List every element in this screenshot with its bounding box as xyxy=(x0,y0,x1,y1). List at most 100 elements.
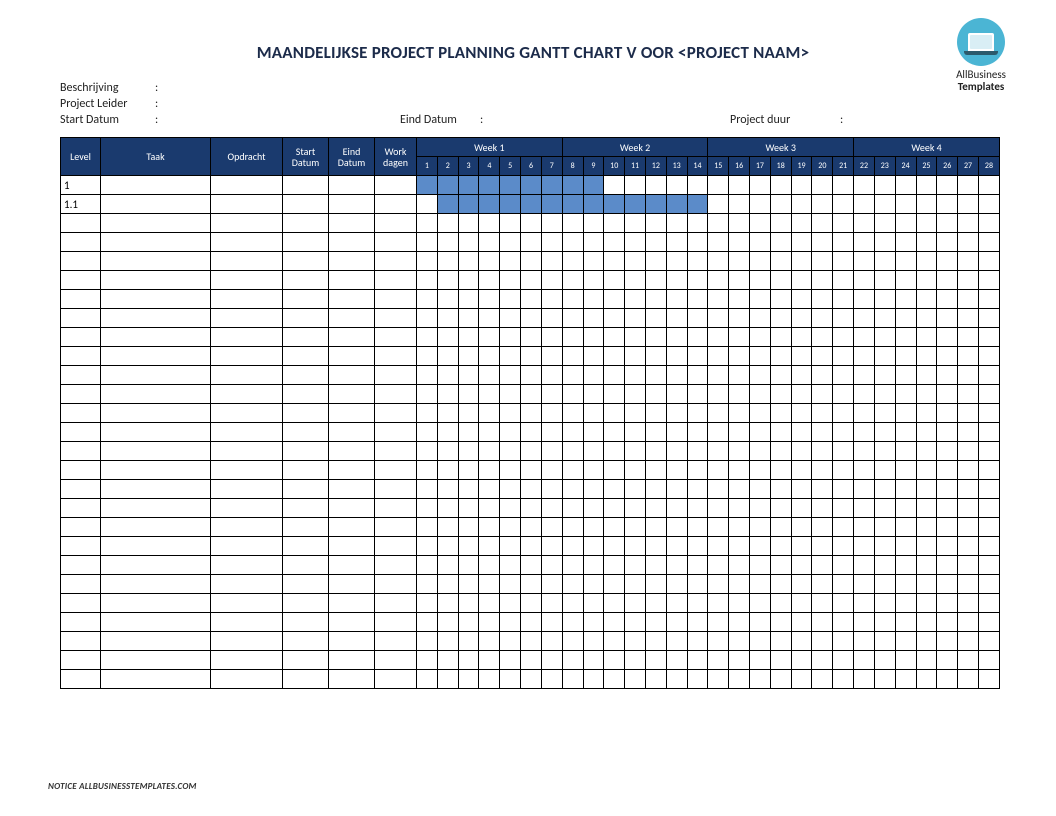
cell-day xyxy=(521,271,542,290)
cell-info xyxy=(101,442,211,461)
cell-day xyxy=(521,214,542,233)
cell-level xyxy=(61,214,101,233)
cell-info xyxy=(101,594,211,613)
cell-day xyxy=(541,328,562,347)
cell-day xyxy=(583,271,604,290)
cell-day xyxy=(833,347,854,366)
cell-info xyxy=(101,651,211,670)
cell-level xyxy=(61,651,101,670)
cell-day xyxy=(604,195,625,214)
cell-info xyxy=(101,347,211,366)
cell-day xyxy=(437,290,458,309)
cell-level: 1 xyxy=(61,176,101,195)
cell-day xyxy=(583,347,604,366)
cell-day xyxy=(874,385,895,404)
cell-day xyxy=(645,423,666,442)
cell-day xyxy=(500,385,521,404)
cell-day xyxy=(770,290,791,309)
table-row xyxy=(61,632,1000,651)
cell-day xyxy=(770,328,791,347)
cell-day xyxy=(521,499,542,518)
cell-day xyxy=(687,233,708,252)
cell-day xyxy=(583,404,604,423)
cell-day xyxy=(479,233,500,252)
cell-day xyxy=(500,442,521,461)
cell-day xyxy=(625,271,646,290)
cell-day xyxy=(437,195,458,214)
cell-info xyxy=(329,632,375,651)
cell-day xyxy=(604,594,625,613)
col-day: 18 xyxy=(770,157,791,176)
cell-day xyxy=(687,537,708,556)
table-row xyxy=(61,499,1000,518)
cell-day xyxy=(604,404,625,423)
cell-info xyxy=(101,537,211,556)
cell-day xyxy=(541,480,562,499)
cell-day xyxy=(791,575,812,594)
cell-day xyxy=(500,214,521,233)
cell-day xyxy=(708,480,729,499)
cell-day xyxy=(791,461,812,480)
cell-day xyxy=(583,651,604,670)
cell-day xyxy=(854,309,875,328)
cell-day xyxy=(750,651,771,670)
cell-day xyxy=(645,461,666,480)
cell-day xyxy=(812,670,833,689)
cell-info xyxy=(283,309,329,328)
cell-day xyxy=(812,613,833,632)
cell-day xyxy=(583,613,604,632)
table-row xyxy=(61,252,1000,271)
cell-day xyxy=(916,499,937,518)
cell-day xyxy=(729,423,750,442)
cell-day xyxy=(458,594,479,613)
cell-info xyxy=(101,480,211,499)
cell-day xyxy=(874,195,895,214)
cell-day xyxy=(417,309,438,328)
cell-day xyxy=(937,518,958,537)
cell-day xyxy=(687,309,708,328)
cell-day xyxy=(625,670,646,689)
cell-day xyxy=(791,594,812,613)
meta-eind-label: Eind Datum xyxy=(400,113,480,127)
cell-day xyxy=(687,632,708,651)
cell-info xyxy=(329,366,375,385)
cell-day xyxy=(583,556,604,575)
cell-day xyxy=(978,347,999,366)
cell-day xyxy=(417,252,438,271)
cell-day xyxy=(854,233,875,252)
cell-info xyxy=(211,594,283,613)
cell-day xyxy=(666,651,687,670)
cell-day xyxy=(687,575,708,594)
cell-day xyxy=(417,195,438,214)
cell-day xyxy=(770,442,791,461)
cell-day xyxy=(500,195,521,214)
cell-day xyxy=(750,176,771,195)
cell-day xyxy=(666,290,687,309)
cell-day xyxy=(479,575,500,594)
cell-info xyxy=(329,328,375,347)
cell-day xyxy=(437,575,458,594)
cell-day xyxy=(729,480,750,499)
cell-day xyxy=(791,670,812,689)
cell-day xyxy=(791,537,812,556)
cell-day xyxy=(625,176,646,195)
cell-day xyxy=(604,670,625,689)
cell-day xyxy=(583,537,604,556)
cell-info xyxy=(375,575,417,594)
cell-day xyxy=(583,309,604,328)
cell-day xyxy=(583,461,604,480)
cell-day xyxy=(625,651,646,670)
cell-day xyxy=(708,651,729,670)
cell-day xyxy=(625,214,646,233)
cell-level xyxy=(61,347,101,366)
cell-day xyxy=(666,613,687,632)
cell-day xyxy=(458,252,479,271)
cell-day xyxy=(874,176,895,195)
cell-day xyxy=(666,461,687,480)
cell-day xyxy=(458,309,479,328)
cell-day xyxy=(791,613,812,632)
colon: : xyxy=(840,113,854,127)
cell-day xyxy=(750,613,771,632)
cell-info xyxy=(101,670,211,689)
cell-day xyxy=(708,423,729,442)
